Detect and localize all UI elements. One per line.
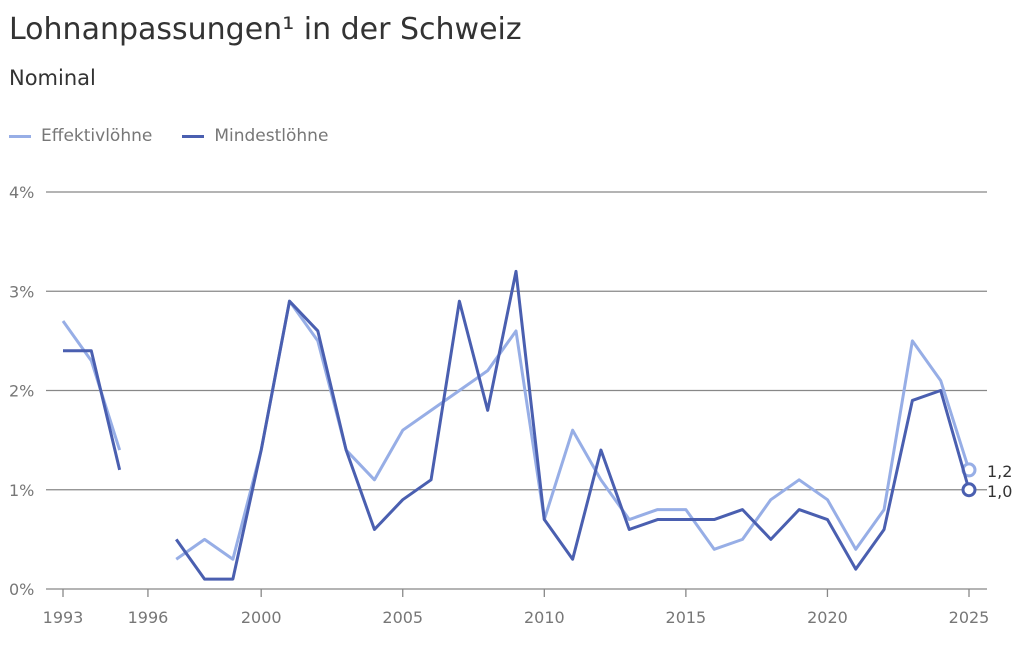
- x-tick-label: 2000: [241, 608, 282, 627]
- legend-label: Effektivlöhne: [41, 126, 153, 146]
- x-tick-label: 1996: [128, 608, 169, 627]
- chart-subtitle: Nominal: [9, 66, 96, 90]
- end-marker: [961, 482, 977, 498]
- series-line-mindestloehne: [175, 269, 971, 581]
- legend-swatch: [9, 134, 31, 138]
- series-line-mindestloehne: [63, 349, 122, 471]
- x-tick-label: 1993: [43, 608, 84, 627]
- series-line-effektivloehne: [175, 299, 971, 561]
- legend-swatch: [182, 134, 205, 138]
- y-tick-label: 4%: [9, 183, 34, 202]
- legend-item-mindestloehne[interactable]: Mindestlöhne: [182, 126, 328, 146]
- y-tick-label: 3%: [9, 282, 34, 301]
- legend-label: Mindestlöhne: [214, 126, 329, 146]
- chart-title: Lohnanpassungen¹ in der Schweiz: [9, 12, 522, 47]
- y-tick-label: 2%: [9, 382, 34, 401]
- y-tick-label: 1%: [9, 481, 34, 500]
- series-line-effektivloehne: [61, 320, 122, 451]
- end-value-label: 1,0: [987, 482, 1012, 501]
- x-tick-label: 2005: [382, 608, 423, 627]
- x-tick-label: 2025: [949, 608, 990, 627]
- x-tick-label: 2020: [807, 608, 848, 627]
- x-tick-label: 2010: [524, 608, 565, 627]
- legend-item-effektivloehne[interactable]: Effektivlöhne: [9, 126, 152, 146]
- legend: Effektivlöhne Mindestlöhne: [9, 126, 328, 146]
- end-value-label: 1,2: [987, 462, 1012, 481]
- x-tick-label: 2015: [666, 608, 707, 627]
- y-tick-label: 0%: [9, 580, 34, 599]
